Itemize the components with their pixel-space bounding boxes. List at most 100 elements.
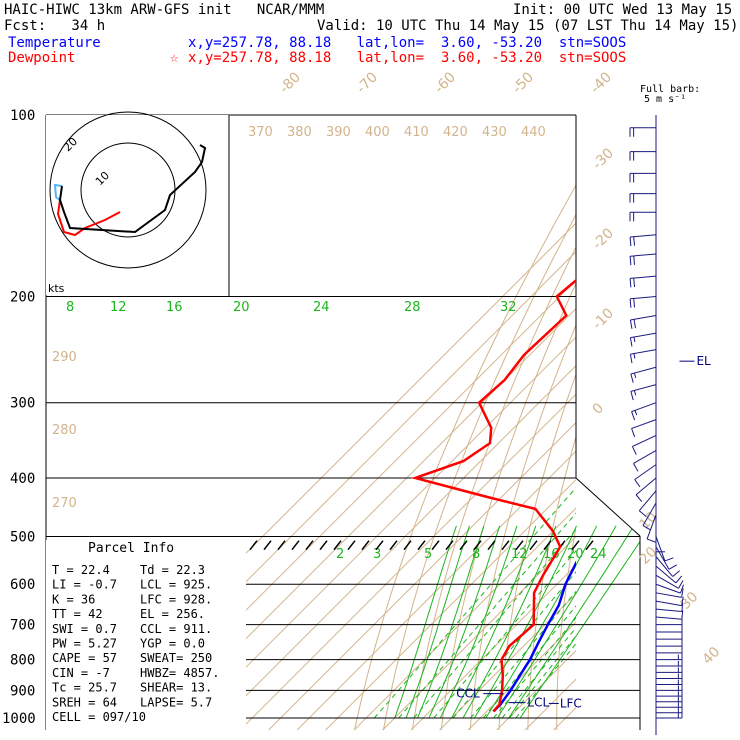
wind-barb-flag: [633, 319, 637, 329]
mixing-ratio-line: [483, 605, 576, 719]
dry-adiabat-lines: [354, 115, 740, 731]
wind-barb-staff: [642, 502, 657, 526]
moist-adiabat-line: [439, 525, 518, 719]
wind-barb-column: [629, 115, 684, 735]
freezing-hatch-mark: [585, 540, 594, 551]
parcel-info-right: Td = 22.3: [140, 563, 205, 577]
wind-barb-flag: [664, 557, 674, 562]
wind-barb-flag: [631, 446, 637, 455]
isotherm-label: -70: [354, 69, 381, 96]
header-line1-right: Init: 00 UTC Wed 13 May 15: [513, 2, 733, 18]
freezing-hatch-mark: [515, 540, 524, 551]
isotherm-label: -80: [277, 69, 304, 96]
freezing-hatch-mark: [319, 540, 328, 551]
mixing-ratio-label: 24: [313, 300, 330, 315]
freezing-hatch-mark: [473, 540, 482, 551]
pressure-label: 500: [10, 529, 35, 545]
wind-barb-staff: [655, 608, 682, 612]
isotherm-line: [267, 421, 576, 730]
parcel-info-left: CAPE = 57: [52, 651, 117, 665]
mixing-ratio-label: 20: [567, 547, 584, 562]
right-axis-bevel: [575, 477, 641, 537]
isotherm-label: 0: [590, 400, 608, 418]
wind-barb-flag: [638, 510, 647, 517]
isotherm-line: [239, 393, 576, 730]
dry-adiabat-line: [714, 115, 740, 731]
mixing-ratio-line: [501, 626, 576, 719]
pressure-label: 300: [10, 396, 35, 412]
wind-barb-staff: [631, 419, 657, 429]
dry-adiabat-line: [690, 115, 740, 731]
dry-adiabat-line: [440, 282, 576, 730]
dry-adiabat-line: [612, 115, 740, 731]
mixing-ratio-label: 8: [66, 300, 74, 315]
freezing-hatch-mark: [291, 540, 300, 551]
parcel-info-right: SHEAR= 13.: [140, 681, 212, 695]
wind-barb-staff: [638, 490, 657, 512]
wind-barb-staff: [655, 592, 682, 598]
parcel-info-right: EL = 256.: [140, 607, 205, 621]
wind-barb-flag: [633, 255, 636, 265]
hodograph-unit-label: kts: [48, 282, 65, 295]
mixing-ratio-line: [373, 487, 576, 719]
wind-barb-title: Full barb:: [640, 84, 701, 95]
freezing-hatch-mark: [543, 540, 552, 551]
wind-barb-flag: [681, 596, 684, 606]
hodograph-mid-level: [53, 183, 63, 201]
isotherm-line: [324, 478, 576, 730]
dry-adiabat-line: [585, 115, 735, 731]
parcel-info-left: TT = 42: [52, 607, 103, 621]
theta-label: 270: [52, 496, 77, 511]
wind-barb-flag: [678, 580, 684, 589]
sounding-series: [410, 278, 576, 713]
wind-barb-staff: [655, 556, 674, 577]
wind-barb-flag: [646, 538, 656, 543]
wind-barb-staff: [630, 253, 657, 257]
freezing-hatch-mark: [333, 540, 342, 551]
wind-barb-flag: [642, 525, 652, 531]
wind-barb-staff: [655, 600, 682, 607]
isotherm-line: [381, 535, 576, 730]
mixing-ratio-label: 2: [336, 547, 344, 562]
wind-barb-flag: [668, 564, 678, 570]
wind-barb-flag: [681, 602, 684, 612]
wind-barb-half-flag: [633, 336, 636, 343]
wind-barb-flag: [630, 373, 634, 383]
dry-adiabat-line: [382, 213, 576, 730]
lcl-marker-label: LCL: [527, 696, 549, 710]
freezing-hatch-mark: [361, 540, 370, 551]
parcel-info-right: SWEAT= 250: [140, 651, 212, 665]
mixing-ratio-line: [398, 512, 576, 719]
wind-barb-staff: [635, 477, 657, 496]
mixing-ratio-label: 12: [511, 547, 528, 562]
wind-barb-flag: [630, 391, 634, 401]
parcel-info-right: LFC = 928.: [140, 592, 212, 606]
mixing-ratio-label: 32: [500, 300, 517, 315]
wind-barb-flag: [633, 236, 636, 246]
dry-adiabat-line: [665, 115, 740, 731]
wind-barb-flag: [629, 298, 632, 308]
isotherm-label: -50: [510, 69, 537, 96]
parcel-info-left: CIN = -7: [52, 666, 110, 680]
parcel-info-right: LCL = 925.: [140, 578, 212, 592]
moist-adiabat-line: [428, 525, 501, 719]
freezing-hatch-mark: [487, 540, 496, 551]
theta-label: 380: [287, 125, 312, 140]
moist-adiabat-line: [462, 525, 557, 719]
moist-adiabat-line: [417, 525, 485, 719]
hodograph-ring-20: [49, 111, 207, 269]
theta-label: 420: [443, 125, 468, 140]
mixing-ratio-label: 3: [373, 547, 381, 562]
parcel-info-left: SREH = 64: [52, 695, 117, 709]
mixing-ratio-label: 5: [424, 547, 432, 562]
isotherm-line: [296, 450, 576, 730]
mixing-ratio-line: [413, 528, 576, 719]
wind-barb-flag: [675, 575, 683, 584]
wind-barb-flag: [633, 278, 636, 288]
theta-labels: 370 380 390 400 410 420 430 440 290 280 270: [52, 125, 546, 511]
wind-barb-staff: [630, 234, 657, 238]
sounding-markers: EL CCL LCL LFC: [456, 354, 711, 710]
isotherm-label: -30: [590, 145, 617, 172]
wind-barb-flag: [629, 354, 633, 364]
theta-label: 440: [521, 125, 546, 140]
